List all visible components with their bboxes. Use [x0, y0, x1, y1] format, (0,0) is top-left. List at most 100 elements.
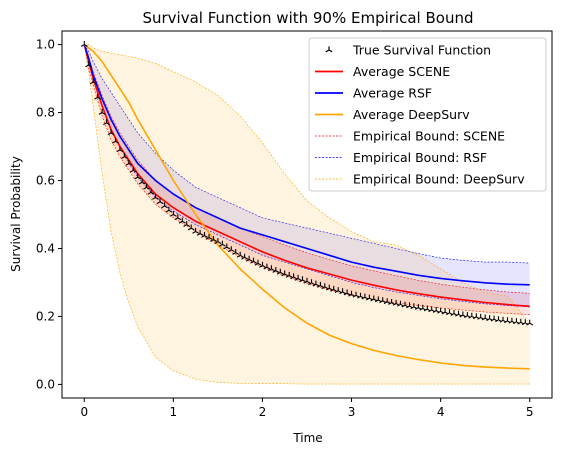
true-survival-marker: [267, 265, 275, 272]
bands-layer: [84, 44, 530, 385]
true-survival-marker: [218, 240, 226, 247]
true-survival-marker: [147, 188, 155, 195]
true-survival-marker: [205, 234, 213, 240]
true-survival-marker: [143, 183, 151, 190]
empirical-bound-rsf-band-fill: [84, 44, 530, 307]
lines-layer: [83, 43, 530, 370]
legend-marker-true-survival: [325, 46, 333, 53]
empirical-bound-rsf-upper-line: [84, 44, 530, 264]
y-tick-label: 0.0: [36, 377, 55, 391]
true-survival-marker: [85, 61, 93, 68]
true-survival-marker: [308, 279, 315, 286]
y-tick-label: 0.2: [36, 309, 55, 323]
legend-label-average-scene: Average SCENE: [353, 64, 450, 79]
true-survival-marker: [161, 202, 168, 209]
y-tick-label: 0.6: [36, 174, 55, 188]
true-survival-marker: [165, 206, 173, 213]
empirical-bound-scene-upper-line: [84, 44, 530, 294]
x-tick-label: 4: [437, 405, 445, 419]
true-survival-marker: [138, 178, 146, 185]
true-survival-marker: [201, 232, 208, 238]
true-survival-marker: [210, 236, 217, 242]
true-survival-marker: [196, 229, 204, 236]
x-tick-label: 0: [80, 405, 88, 419]
x-axis-ticks: 0 1 2 3 4 5: [80, 398, 534, 419]
legend-label-empirical-bound-scene: Empirical Bound: SCENE: [353, 129, 505, 144]
true-survival-marker: [276, 268, 284, 275]
true-survival-marker: [214, 238, 222, 244]
true-survival-marker: [245, 255, 253, 262]
true-survival-marker: [241, 253, 249, 260]
y-axis-label: Survival Probability: [9, 156, 23, 272]
x-axis-label: Time: [292, 431, 322, 445]
x-tick-label: 2: [259, 405, 267, 419]
true-survival-marker: [89, 78, 97, 85]
true-survival-marker: [294, 274, 302, 281]
y-tick-label: 1.0: [36, 38, 55, 52]
true-survival-marker: [312, 280, 320, 287]
true-survival-marker: [272, 267, 280, 273]
true-survival-marker: [330, 285, 338, 292]
true-survival-marker: [281, 270, 289, 277]
legend-label-empirical-bound-rsf: Empirical Bound: RSF: [353, 150, 487, 165]
true-survival-marker: [316, 281, 324, 288]
true-survival-marker: [290, 273, 298, 280]
true-survival-marker: [325, 284, 333, 291]
true-survival-marker: [299, 276, 306, 283]
true-survival-marker: [94, 93, 102, 100]
true-survival-marker: [227, 246, 235, 253]
true-survival-marker: [285, 271, 293, 278]
true-survival-marker: [174, 214, 182, 221]
true-survival-marker: [183, 221, 191, 227]
true-survival-marker: [103, 119, 110, 126]
x-tick-label: 1: [170, 405, 178, 419]
empirical-bound-deepsurv-lower-line: [84, 44, 530, 385]
true-survival-marker: [152, 193, 159, 200]
true-survival-marker: [107, 129, 115, 136]
average-rsf-line: [83, 44, 530, 286]
true-survival-marker: [187, 224, 195, 231]
true-survival-marker: [125, 159, 133, 166]
true-survival-marker: [129, 166, 137, 173]
true-survival-marker: [232, 249, 240, 255]
true-survival-marker: [321, 283, 329, 290]
true-survival-marker: [223, 243, 231, 250]
true-survival-marker: [134, 173, 142, 180]
legend-label-empirical-bound-deepsurv: Empirical Bound: DeepSurv: [353, 172, 525, 187]
true-survival-marker: [178, 217, 186, 224]
chart-title: Survival Function with 90% Empirical Bou…: [142, 9, 473, 27]
x-tick-label: 5: [526, 405, 534, 419]
true-survival-marker: [116, 146, 124, 153]
empirical-bound-scene-band-fill: [84, 44, 530, 315]
y-axis-ticks: 0.0 0.2 0.4 0.6 0.8 1.0: [36, 38, 62, 391]
average-scene-line: [83, 44, 530, 308]
average-deepsurv-line: [83, 43, 530, 370]
true-survival-marker: [334, 287, 342, 293]
true-survival-marker: [156, 198, 164, 205]
true-survival-marker: [339, 288, 347, 295]
markers-layer: [80, 41, 534, 326]
true-survival-marker: [343, 289, 351, 296]
true-survival-marker: [192, 227, 200, 234]
true-survival-marker: [254, 259, 262, 266]
true-survival-marker: [98, 109, 106, 115]
true-survival-marker: [526, 319, 534, 326]
true-survival-marker: [236, 251, 244, 258]
x-tick-label: 3: [348, 405, 356, 419]
legend-label-average-deepsurv: Average DeepSurv: [353, 107, 470, 122]
y-tick-label: 0.4: [36, 241, 55, 255]
true-survival-marker: [169, 210, 177, 217]
legend-label-average-rsf: Average RSF: [353, 86, 432, 101]
true-survival-marker: [250, 257, 257, 264]
true-survival-marker: [259, 261, 266, 268]
true-survival-marker: [120, 153, 128, 159]
true-survival-marker: [112, 137, 119, 144]
true-survival-marker: [80, 41, 88, 47]
plot-frame: [61, 30, 553, 399]
true-survival-marker: [303, 277, 311, 284]
legend-box: [308, 37, 547, 192]
empirical-bound-deepsurv-band-fill: [84, 44, 530, 385]
y-tick-label: 0.8: [36, 106, 55, 120]
legend-label-true-survival-function: True Survival Function: [352, 43, 491, 58]
